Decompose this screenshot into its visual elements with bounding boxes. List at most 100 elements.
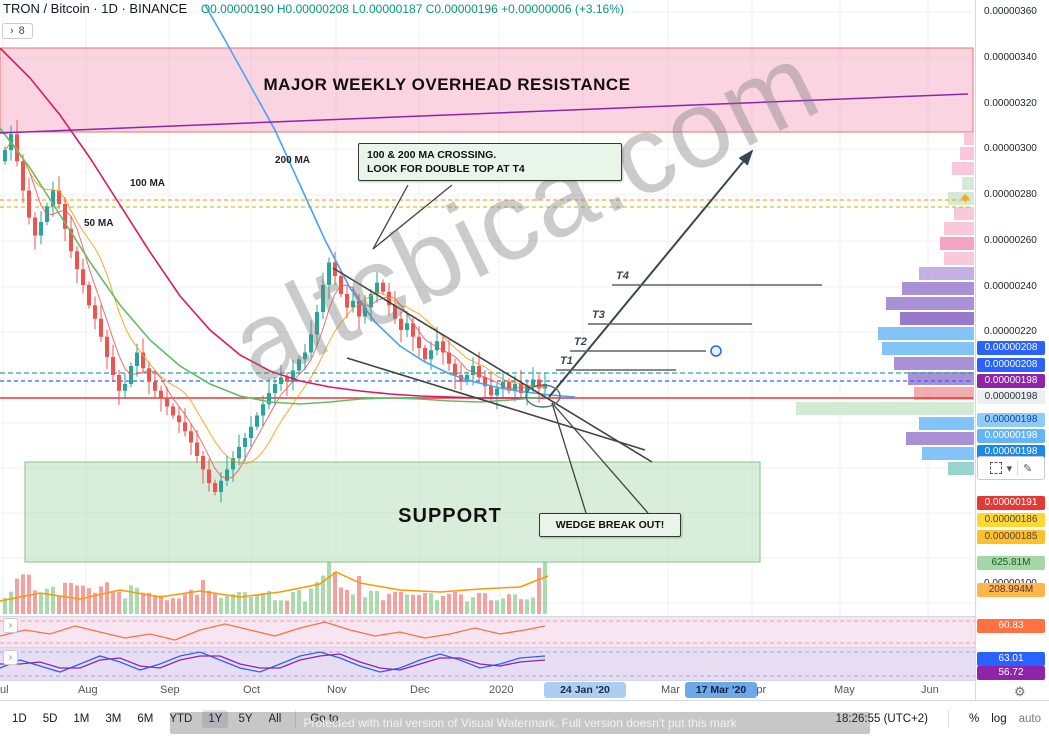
wedge-callout-2	[551, 402, 649, 514]
goto-button[interactable]: Go to...	[310, 712, 349, 725]
auto-scale-button[interactable]: auto	[1018, 712, 1041, 725]
caret-down-icon[interactable]: ▾	[1006, 462, 1013, 475]
price-axis-label: 0.00000240	[984, 281, 1037, 292]
range-button-all[interactable]: All	[268, 712, 282, 725]
volume-profile-bar	[922, 447, 974, 460]
resistance-zone	[0, 47, 974, 133]
volume-profile-bar	[902, 282, 974, 295]
range-button-1m[interactable]: 1M	[73, 712, 90, 725]
wedge-upper	[332, 267, 653, 463]
support-zone	[24, 461, 761, 563]
style-selection-icon[interactable]	[989, 462, 1002, 474]
stoch-d	[0, 653, 546, 671]
breakout-arrow	[548, 149, 754, 398]
indicator-value-chip: 0.00000198	[977, 429, 1045, 443]
macross-callout-1	[372, 184, 409, 250]
volume-profile-bar	[796, 402, 974, 415]
range-button-5y[interactable]: 5Y	[238, 712, 253, 725]
time-axis-month: Mar	[661, 684, 680, 696]
wedge-breakout-annotation[interactable]: WEDGE BREAK OUT!	[539, 513, 681, 538]
watermark-bottom: Protected with trial version of Visual W…	[170, 712, 870, 734]
axis-settings-gear-icon[interactable]: ⚙	[1014, 684, 1026, 699]
volume-profile-bar	[919, 417, 974, 430]
volume-profile-bar	[908, 372, 974, 385]
range-button-5d[interactable]: 5D	[42, 712, 58, 725]
volume-profile-bar	[952, 162, 974, 175]
volume-ma-line	[0, 571, 549, 602]
time-axis-month: Jun	[921, 684, 939, 696]
rsi-pane-collapse-button[interactable]: ›	[3, 618, 18, 633]
rsi-line	[0, 621, 546, 641]
indicator-value-chip: 63.01	[977, 652, 1045, 666]
indicator-value-chip: 208.994M	[977, 583, 1045, 597]
indicator-value-chip: 0.00000208	[977, 341, 1045, 355]
toolbar-right: 18:26:55 (UTC+2) % log auto	[835, 709, 1049, 728]
indicator-value-chip: 0.00000191	[977, 496, 1045, 510]
volume-profile-bar	[906, 432, 974, 445]
indicators-collapse-button[interactable]: › 8	[2, 23, 33, 39]
rsi-pane	[0, 617, 975, 647]
ma-cross-annotation[interactable]: 100 & 200 MA CROSSING. LOOK FOR DOUBLE T…	[358, 143, 622, 182]
edit-pencil-icon[interactable]: ✎	[1023, 462, 1033, 475]
clock-label[interactable]: 18:26:55 (UTC+2)	[835, 712, 929, 725]
indicators-count: 8	[18, 25, 25, 37]
time-axis-month: Aug	[78, 684, 98, 696]
range-button-ytd[interactable]: YTD	[169, 712, 193, 725]
volume-profile-bar	[894, 357, 974, 370]
price-alert-diamond-icon[interactable]: ◆	[961, 192, 970, 204]
plot-style-toolbox[interactable]: ▾ ✎	[977, 456, 1045, 480]
volume-profile-bar	[919, 267, 974, 280]
indicator-value-chip: 56.72	[977, 666, 1045, 680]
time-marker-badge[interactable]: 24 Jan '20	[544, 682, 626, 698]
time-axis-month: May	[834, 684, 855, 696]
volume-profile-bar	[878, 327, 974, 340]
wedge-callout-1	[551, 402, 587, 514]
MA50	[0, 127, 546, 405]
target-marker	[710, 345, 722, 357]
volume-profile-bar	[948, 192, 974, 205]
time-marker-badge[interactable]: 17 Mar '20	[685, 682, 757, 698]
toolbar-divider	[295, 709, 297, 728]
time-axis[interactable]: ul Aug Sep Oct Nov Dec 2020 Mar Apr May Jun 24 Jan …	[0, 681, 975, 700]
time-axis-month: Nov	[327, 684, 347, 696]
stochastic-pane	[0, 648, 975, 680]
range-button-1y[interactable]: 1Y	[202, 709, 229, 728]
price-axis-label: 0.00000360	[984, 6, 1037, 17]
volume-profile-bar	[940, 237, 974, 250]
MA200	[204, 4, 576, 398]
volume-profile-bar	[914, 387, 974, 400]
percent-scale-button[interactable]: %	[969, 712, 980, 725]
toolbar-divider	[948, 709, 950, 728]
price-axis-label: 0.00000340	[984, 52, 1037, 63]
time-axis-month: Sep	[160, 684, 180, 696]
indicator-value-chip: 0.00000198	[977, 390, 1045, 404]
range-button-3m[interactable]: 3M	[105, 712, 122, 725]
ma200-label: 200 MA	[275, 155, 311, 166]
price-axis-label: 0.00000260	[984, 235, 1037, 246]
breakout-circle	[525, 384, 561, 408]
MA100	[0, 47, 545, 399]
volume-profile-bar	[960, 147, 974, 160]
resistance-title: MAJOR WEEKLY OVERHEAD RESISTANCE	[263, 75, 631, 94]
ma-cross-line1: 100 & 200 MA CROSSING.	[367, 149, 497, 161]
wedge-lower	[346, 357, 646, 451]
log-scale-button[interactable]: log	[991, 712, 1007, 725]
chevron-right-icon: ›	[10, 25, 14, 37]
indicator-value-chip: 60.83	[977, 619, 1045, 633]
indicator-value-chip: 0.00000198	[977, 445, 1045, 459]
price-axis-label: 0.00000280	[984, 189, 1037, 200]
zone-trendline	[0, 93, 969, 134]
indicator-value-chip: 0.00000208	[977, 358, 1045, 372]
range-button-1d[interactable]: 1D	[12, 712, 27, 725]
time-axis-month: Dec	[410, 684, 430, 696]
symbol-title[interactable]: TRON / Bitcoin · 1D · BINANCE	[3, 1, 188, 16]
price-axis-label: 0.00000300	[984, 143, 1037, 154]
range-button-6m[interactable]: 6M	[137, 712, 154, 725]
stoch-pane-collapse-button[interactable]: ›	[3, 650, 18, 665]
range-buttons: 1D 5D 1M 3M 6M YTD 1Y 5Y All	[6, 709, 287, 728]
volume-profile-bar	[944, 252, 974, 265]
ma-cross-line2: LOOK FOR DOUBLE TOP AT T4	[367, 163, 525, 176]
bottom-toolbar: 1D 5D 1M 3M 6M YTD 1Y 5Y All Go to... 18:26:55 (…	[0, 701, 1049, 736]
